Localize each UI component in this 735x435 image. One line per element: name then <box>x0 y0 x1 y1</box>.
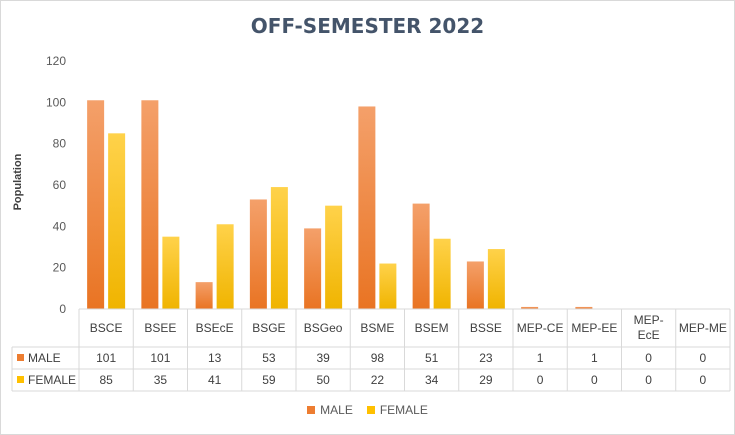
table-cell: 39 <box>316 351 330 365</box>
table-cell: 85 <box>99 373 113 387</box>
legend-label-male: MALE <box>320 403 353 417</box>
table-cell: 34 <box>425 373 439 387</box>
data-table: BSCE BSEE BSEcE BSGE BSGeo BSME BSEM BSSE MEP-CE… <box>11 308 731 392</box>
y-tick-label: 60 <box>53 178 67 192</box>
y-tick-label: 0 <box>59 302 66 316</box>
table-row-header: FEMALE <box>28 373 76 387</box>
bar-male-bsge <box>249 199 267 309</box>
category-label: BSCE <box>90 321 123 335</box>
table-cell: 59 <box>262 373 276 387</box>
legend-swatch-male <box>307 406 316 414</box>
table-cell: 13 <box>208 351 222 365</box>
table-cell: 0 <box>645 373 652 387</box>
y-tick-label: 80 <box>53 137 67 151</box>
table-cell: 0 <box>700 351 707 365</box>
table-cell: 101 <box>150 351 170 365</box>
bar-female-bsgeo <box>325 205 343 309</box>
bar-female-bsee <box>162 236 180 309</box>
table-row-header: MALE <box>28 351 61 365</box>
legend-item-male: MALE <box>307 403 353 417</box>
bar-male-bsme <box>358 106 376 309</box>
category-label: MEP-EcE <box>634 313 664 342</box>
legend: MALE FEMALE <box>0 403 735 417</box>
table-key-male <box>17 354 24 361</box>
table-cell: 0 <box>700 373 707 387</box>
bar-female-bsge <box>270 187 288 309</box>
table-cell: 0 <box>537 373 544 387</box>
legend-item-female: FEMALE <box>366 403 428 417</box>
category-label: MEP-EE <box>571 321 617 335</box>
category-label: BSEM <box>415 321 449 335</box>
table-cell: 1 <box>591 351 598 365</box>
table-cell: 1 <box>537 351 544 365</box>
table-cell: 0 <box>645 351 652 365</box>
legend-label-female: FEMALE <box>379 403 428 417</box>
table-cell: 29 <box>479 373 493 387</box>
table-cell: 98 <box>371 351 385 365</box>
bar-female-bsse <box>487 249 505 309</box>
y-axis-ticks: 0 20 40 60 80 100 120 <box>46 54 66 316</box>
bar-male-bsece <box>195 282 213 309</box>
table-cell: 101 <box>96 351 116 365</box>
table-cell: 22 <box>371 373 385 387</box>
bar-female-bsem <box>433 238 451 309</box>
legend-swatch-female <box>366 406 375 414</box>
category-label: MEP-ME <box>679 321 727 335</box>
table-cell: 50 <box>316 373 330 387</box>
table-cell: 23 <box>479 351 493 365</box>
table-cell: 41 <box>208 373 222 387</box>
bar-male-bsem <box>412 203 430 309</box>
table-cell: 51 <box>425 351 439 365</box>
bar-male-mep-ce <box>521 306 539 309</box>
table-cell: 53 <box>262 351 276 365</box>
category-label: BSGeo <box>304 321 343 335</box>
table-cell: 35 <box>154 373 168 387</box>
y-tick-label: 100 <box>46 95 66 109</box>
category-label: MEP-CE <box>517 321 564 335</box>
y-tick-label: 40 <box>53 219 67 233</box>
bars-group <box>87 100 593 310</box>
category-label: BSEE <box>144 321 176 335</box>
category-label: BSME <box>360 321 394 335</box>
bar-male-bsse <box>466 261 484 309</box>
table-key-female <box>17 376 24 383</box>
category-label: BSSE <box>470 321 502 335</box>
chart-title: OFF-SEMESTER 2022 <box>250 14 485 38</box>
bar-male-bsee <box>141 100 159 310</box>
category-label: BSEcE <box>196 321 234 335</box>
bar-male-bsce <box>87 100 105 310</box>
table-cell: 0 <box>591 373 598 387</box>
bar-male-bsgeo <box>304 228 322 309</box>
bar-female-bsme <box>379 263 397 309</box>
bar-female-bsece <box>216 224 234 309</box>
y-tick-label: 20 <box>53 261 67 275</box>
bar-male-mep-ee <box>575 306 593 309</box>
y-tick-label: 120 <box>46 54 66 68</box>
bar-female-bsce <box>108 133 126 309</box>
category-label: BSGE <box>252 321 285 335</box>
